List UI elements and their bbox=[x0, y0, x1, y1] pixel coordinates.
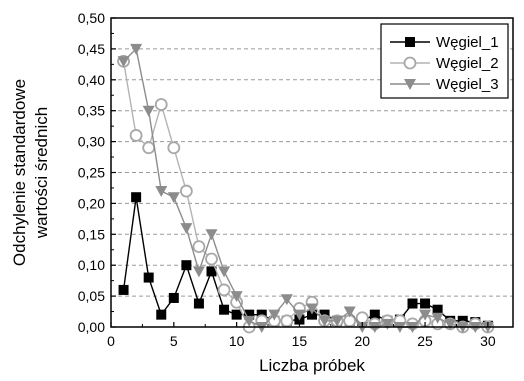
data-point bbox=[143, 272, 154, 283]
data-point bbox=[280, 294, 293, 306]
data-point bbox=[419, 309, 432, 321]
ticks: 0,00 0,05 0,10 0,15 0,20 0,25 0,30 0,35 0,40 0,45… bbox=[78, 10, 496, 349]
y-tick-label: 0,00 bbox=[78, 319, 105, 335]
legend-marker bbox=[403, 56, 417, 70]
legend-box bbox=[380, 23, 509, 99]
data-point bbox=[218, 266, 231, 278]
data-point bbox=[205, 252, 218, 266]
data-point bbox=[219, 304, 230, 315]
data-point bbox=[217, 283, 231, 297]
data-point bbox=[293, 309, 306, 321]
legend-label: Węgiel_1 bbox=[436, 34, 499, 51]
y-tick-label: 0,15 bbox=[78, 226, 105, 242]
data-point bbox=[181, 260, 192, 271]
y-axis-label-line-2: wartości średnich bbox=[32, 107, 51, 239]
x-axis-label: Liczba próbek bbox=[259, 356, 365, 375]
y-tick-label: 0,45 bbox=[78, 41, 105, 57]
data-point bbox=[343, 306, 356, 318]
y-tick-label: 0,10 bbox=[78, 257, 105, 273]
data-point bbox=[180, 223, 193, 235]
legend-label: Węgiel_3 bbox=[436, 76, 499, 93]
data-point bbox=[331, 315, 344, 327]
y-tick-label: 0,25 bbox=[78, 165, 105, 181]
y-tick-label: 0,20 bbox=[78, 195, 105, 211]
x-tick-label: 0 bbox=[107, 333, 115, 349]
x-tick-label: 10 bbox=[229, 333, 245, 349]
data-point bbox=[179, 184, 193, 198]
data-point bbox=[231, 309, 242, 320]
legend: Węgiel_1 Węgiel_2 Węgiel_3 bbox=[380, 23, 509, 99]
x-tick-label: 30 bbox=[480, 333, 496, 349]
data-point bbox=[420, 298, 431, 309]
data-point bbox=[431, 312, 444, 324]
y-tick-label: 0,40 bbox=[78, 72, 105, 88]
y-tick-label: 0,50 bbox=[78, 10, 105, 26]
data-point bbox=[155, 186, 168, 198]
data-point bbox=[369, 309, 380, 320]
y-tick-label: 0,05 bbox=[78, 288, 105, 304]
data-point bbox=[117, 56, 130, 68]
legend-marker bbox=[404, 79, 416, 90]
data-point bbox=[268, 309, 281, 321]
x-tick-label: 5 bbox=[170, 333, 178, 349]
data-point bbox=[407, 298, 418, 309]
y-axis-label-line-1: Odchylenie standardowe bbox=[10, 79, 29, 266]
data-point bbox=[142, 105, 155, 117]
data-point bbox=[167, 141, 181, 155]
data-point bbox=[318, 315, 331, 327]
y-tick-label: 0,30 bbox=[78, 134, 105, 150]
data-point bbox=[307, 309, 317, 320]
data-point bbox=[243, 315, 256, 327]
data-point bbox=[230, 291, 243, 303]
x-tick-label: 15 bbox=[292, 333, 308, 349]
data-point bbox=[156, 309, 167, 320]
data-point bbox=[193, 298, 204, 309]
data-point bbox=[154, 98, 168, 111]
data-point bbox=[280, 314, 294, 328]
data-point bbox=[129, 129, 143, 142]
data-point bbox=[244, 309, 255, 320]
x-tick-label: 20 bbox=[354, 333, 370, 349]
series-2 bbox=[117, 54, 495, 334]
data-point bbox=[130, 43, 143, 55]
data-point bbox=[192, 266, 205, 278]
data-point bbox=[142, 141, 156, 155]
legend-marker bbox=[405, 37, 415, 47]
data-point bbox=[167, 192, 180, 204]
x-tick-label: 25 bbox=[417, 333, 433, 349]
data-point bbox=[306, 303, 318, 315]
data-point bbox=[192, 240, 206, 254]
data-point bbox=[118, 284, 129, 295]
data-point bbox=[381, 318, 394, 330]
data-point bbox=[168, 292, 179, 303]
data-point bbox=[432, 304, 443, 315]
data-point bbox=[444, 318, 457, 330]
legend-label: Węgiel_2 bbox=[436, 55, 499, 72]
series-1 bbox=[118, 192, 493, 331]
data-point bbox=[206, 266, 217, 277]
y-tick-label: 0,35 bbox=[78, 103, 105, 119]
data-point bbox=[205, 229, 218, 241]
data-point bbox=[131, 192, 142, 203]
